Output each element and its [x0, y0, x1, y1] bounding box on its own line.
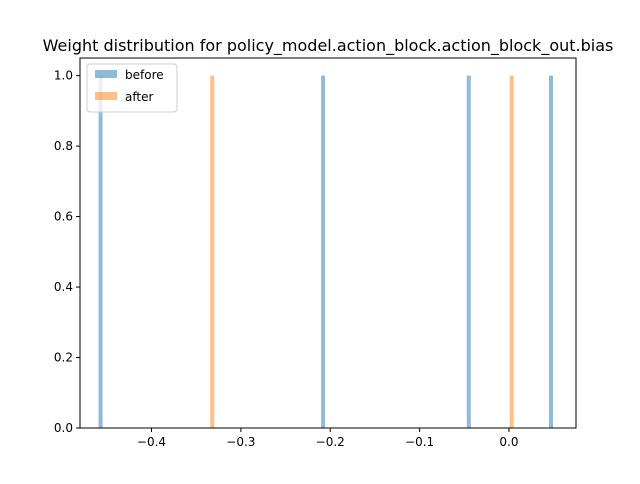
- y-axis: 0.0 0.2 0.4 0.6 0.8 1.0: [54, 69, 80, 435]
- y-tick-label: 0.2: [54, 351, 73, 365]
- bar-before-2: [466, 75, 471, 429]
- chart-title: Weight distribution for policy_model.act…: [43, 36, 614, 56]
- y-tick-label: 0.4: [54, 280, 73, 294]
- bar-before-0: [98, 75, 103, 429]
- x-axis: −0.4 −0.3 −0.2 −0.1 0.0: [137, 428, 519, 449]
- legend-swatch-before: [95, 70, 117, 78]
- x-tick-label: −0.4: [137, 435, 166, 449]
- bar-after-1: [509, 75, 514, 429]
- bar-after-0: [210, 75, 215, 429]
- legend-label-after: after: [125, 90, 153, 104]
- bar-before-3: [548, 75, 553, 429]
- x-tick-label: 0.0: [499, 435, 518, 449]
- y-tick-label: 1.0: [54, 69, 73, 83]
- legend-label-before: before: [125, 68, 164, 82]
- bars-layer: [98, 75, 553, 429]
- legend: before after: [86, 63, 178, 113]
- x-tick-label: −0.3: [226, 435, 255, 449]
- legend-swatch-after: [95, 92, 117, 100]
- y-tick-label: 0.8: [54, 139, 73, 153]
- bar-before-1: [321, 75, 326, 429]
- x-tick-label: −0.1: [405, 435, 434, 449]
- x-tick-label: −0.2: [316, 435, 345, 449]
- plot-frame: [79, 57, 577, 429]
- y-tick-label: 0.6: [54, 210, 73, 224]
- y-tick-label: 0.0: [54, 421, 73, 435]
